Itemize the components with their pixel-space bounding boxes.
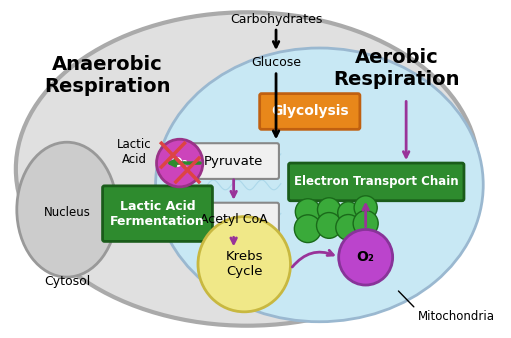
Text: Electron Transport Chain: Electron Transport Chain	[294, 175, 458, 188]
Text: Lactic Acid
Fermentation: Lactic Acid Fermentation	[110, 200, 205, 227]
Circle shape	[294, 215, 321, 243]
FancyBboxPatch shape	[189, 143, 279, 179]
Circle shape	[316, 213, 341, 238]
Text: Pyruvate: Pyruvate	[204, 154, 263, 168]
Text: Anaerobic
Respiration: Anaerobic Respiration	[44, 55, 171, 96]
Circle shape	[295, 199, 320, 224]
Text: Glucose: Glucose	[251, 56, 301, 69]
FancyBboxPatch shape	[289, 163, 464, 201]
FancyBboxPatch shape	[260, 94, 360, 129]
Circle shape	[198, 217, 290, 312]
Text: Nucleus: Nucleus	[43, 206, 90, 219]
Text: Carbohydrates: Carbohydrates	[230, 13, 322, 26]
Text: O₂: O₂	[171, 156, 189, 170]
FancyBboxPatch shape	[103, 186, 213, 241]
Ellipse shape	[17, 142, 117, 277]
Circle shape	[317, 198, 341, 222]
Ellipse shape	[16, 12, 478, 326]
Circle shape	[353, 211, 378, 236]
Text: Cytosol: Cytosol	[44, 274, 90, 288]
Circle shape	[339, 230, 392, 285]
Text: Lactic
Acid: Lactic Acid	[117, 138, 152, 166]
Text: Krebs
Cycle: Krebs Cycle	[225, 250, 263, 278]
Circle shape	[354, 196, 377, 220]
Text: Glycolysis: Glycolysis	[271, 104, 349, 119]
FancyBboxPatch shape	[189, 203, 279, 237]
Circle shape	[338, 202, 359, 223]
Text: Aerobic
Respiration: Aerobic Respiration	[333, 48, 460, 89]
Text: O₂: O₂	[357, 250, 375, 264]
Text: Mitochondria: Mitochondria	[417, 310, 495, 323]
Ellipse shape	[155, 48, 483, 322]
Circle shape	[336, 215, 361, 240]
Text: Acetyl CoA: Acetyl CoA	[200, 213, 267, 226]
Circle shape	[156, 139, 203, 187]
